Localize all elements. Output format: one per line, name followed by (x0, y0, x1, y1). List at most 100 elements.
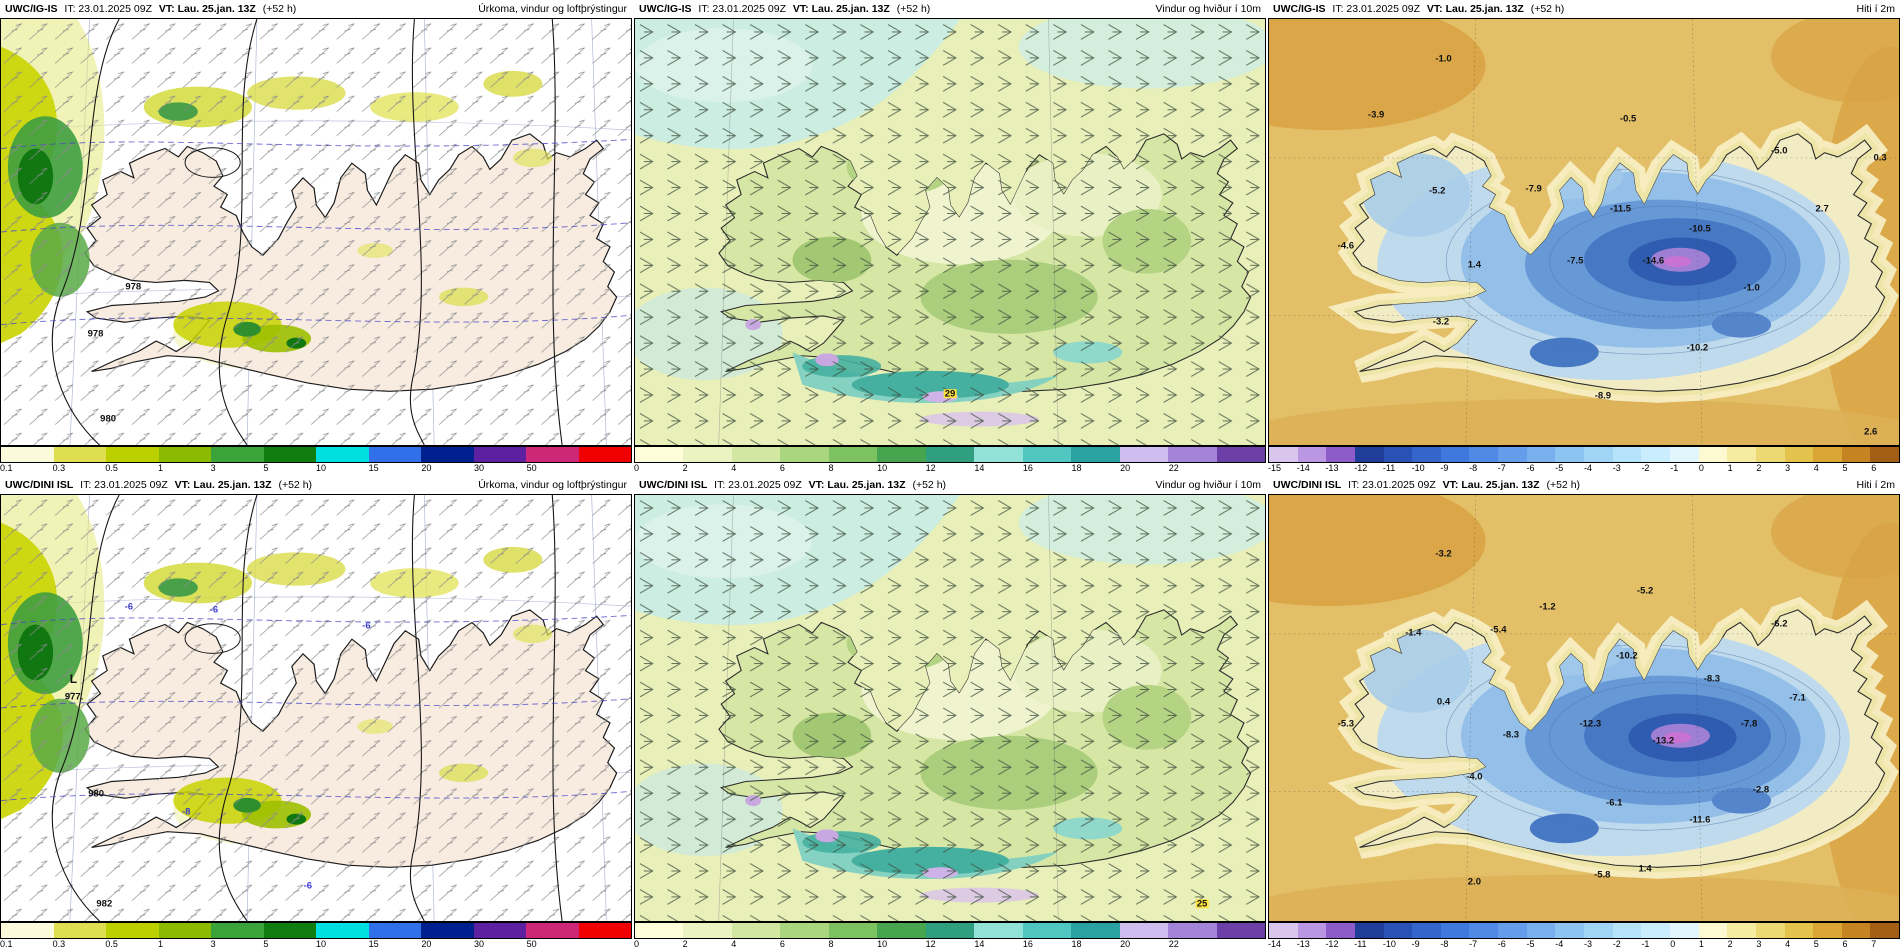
colorbar-segment (1755, 923, 1785, 938)
init-time: IT: 23.01.2025 09Z (80, 479, 168, 491)
colorbar-label: -4 (1584, 463, 1593, 473)
colorbar-segment (1297, 447, 1327, 462)
model-name: UWC/IG-IS (1273, 3, 1326, 15)
colorbar-label: 12 (925, 463, 936, 473)
colorbar-label: -15 (1268, 463, 1282, 473)
colorbar-label: 8 (828, 939, 834, 949)
colorbar-label: -1 (1670, 463, 1679, 473)
colorbar-label: 4 (1813, 463, 1819, 473)
colorbar-labels: 0 2 4 6 8 10 12 14 16 18 20 22 (634, 939, 1266, 950)
colorbar-segment (1168, 447, 1217, 462)
colorbar-segment (316, 447, 369, 462)
panel-header: UWC/IG-IS IT: 23.01.2025 09Z VT: Lau. 25… (634, 0, 1266, 18)
colorbar-segment (683, 447, 732, 462)
colorbar-segment (211, 447, 264, 462)
lead-time: (+52 h) (1530, 3, 1565, 15)
colorbar: 0 2 4 6 8 10 12 14 16 18 20 22 (634, 922, 1266, 950)
colorbar-bar (634, 446, 1266, 463)
colorbar-labels: 0.1 0.3 0.5 1 3 5 10 15 20 30 50 (0, 463, 632, 474)
colorbar-segment (1526, 447, 1556, 462)
iceland-map-svg (1, 19, 631, 445)
colorbar-label: 12 (925, 939, 936, 949)
colorbar-label: 0.1 (0, 463, 13, 473)
colorbar-label: -4 (1555, 939, 1564, 949)
colorbar-label: 3 (210, 939, 216, 949)
colorbar-label: -2 (1612, 939, 1621, 949)
colorbar-segment (1071, 447, 1120, 462)
colorbar-label: -8 (1469, 463, 1478, 473)
colorbar-label: 8 (828, 463, 834, 473)
colorbar-label: 22 (1168, 939, 1179, 949)
model-name: UWC/DINI ISL (639, 479, 708, 491)
colorbar-label: 0 (1698, 463, 1704, 473)
colorbar-segment (106, 447, 159, 462)
colorbar-segment (1698, 923, 1728, 938)
colorbar-segment (1269, 923, 1298, 938)
colorbar-label: -8 (1440, 939, 1449, 949)
colorbar-segment (1612, 447, 1642, 462)
colorbar-label: 15 (368, 463, 379, 473)
colorbar-segment (731, 923, 781, 938)
colorbar-label: 4 (731, 463, 737, 473)
temp-map: -1.0 -3.9 -0.5 -5.0 0.3 -5.2 -7.9 -11.5 -10.5 2.7… (1268, 18, 1900, 446)
colorbar-segment (1641, 923, 1670, 938)
colorbar-bar (1268, 922, 1900, 939)
panel-precip-dini: UWC/DINI ISL IT: 23.01.2025 09Z VT: Lau.… (0, 476, 632, 950)
wind-map: 29 (634, 18, 1266, 446)
colorbar-segment (1412, 447, 1441, 462)
colorbar-label: 20 (421, 463, 432, 473)
colorbar-segment (925, 447, 975, 462)
colorbar-segment (1612, 923, 1642, 938)
colorbar-label: -14 (1268, 939, 1282, 949)
colorbar-label: 20 (1120, 463, 1131, 473)
colorbar-segment (1119, 447, 1169, 462)
init-time: IT: 23.01.2025 09Z (698, 3, 786, 15)
iceland-map-svg (635, 19, 1265, 445)
colorbar-segment (1784, 923, 1814, 938)
model-name: UWC/IG-IS (639, 3, 692, 15)
colorbar-segment (53, 447, 106, 462)
colorbar-label: 20 (421, 939, 432, 949)
colorbar-labels: 0.1 0.3 0.5 1 3 5 10 15 20 30 50 (0, 939, 632, 950)
colorbar-label: 1 (1698, 939, 1704, 949)
colorbar-segment (1383, 447, 1413, 462)
colorbar-segment (263, 447, 316, 462)
colorbar-label: 14 (974, 463, 985, 473)
wind-map: 25 (634, 494, 1266, 922)
colorbar-label: -12 (1354, 463, 1368, 473)
panel-header: UWC/IG-IS IT: 23.01.2025 09Z VT: Lau. 25… (0, 0, 632, 18)
iceland-map-svg (1, 495, 631, 921)
colorbar-label: -9 (1411, 939, 1420, 949)
colorbar-segment (780, 923, 829, 938)
colorbar-label: 2 (1756, 463, 1762, 473)
colorbar-segment (877, 923, 926, 938)
colorbar-segment (1669, 923, 1699, 938)
colorbar-segment (1784, 447, 1814, 462)
colorbar-segment (925, 923, 975, 938)
colorbar-label: 1 (158, 463, 164, 473)
model-name: UWC/IG-IS (5, 3, 58, 15)
colorbar-segment (1870, 923, 1900, 938)
colorbar-label: 14 (974, 939, 985, 949)
colorbar-segment (368, 923, 421, 938)
iceland-map-svg (1269, 495, 1899, 921)
model-name: UWC/DINI ISL (5, 479, 74, 491)
colorbar-label: 5 (263, 463, 269, 473)
valid-time: VT: Lau. 25.jan. 13Z (174, 479, 272, 491)
colorbar-segment (1354, 923, 1384, 938)
colorbar-segment (578, 447, 631, 462)
colorbar-segment (1216, 923, 1266, 938)
panel-precip-igis: UWC/IG-IS IT: 23.01.2025 09Z VT: Lau. 25… (0, 0, 632, 474)
panel-title: Úrkoma, vindur og loftþrýstingur (478, 3, 627, 15)
colorbar-label: -9 (1440, 463, 1449, 473)
colorbar-label: 3 (1785, 463, 1791, 473)
lead-time: (+52 h) (1546, 479, 1581, 491)
colorbar-segment (473, 923, 526, 938)
colorbar-bar (0, 922, 632, 939)
colorbar-segment (53, 923, 106, 938)
colorbar-segment (877, 447, 926, 462)
colorbar-segment (1326, 447, 1355, 462)
colorbar-label: 50 (526, 939, 537, 949)
colorbar-segment (1698, 447, 1728, 462)
colorbar-segment (1326, 923, 1355, 938)
